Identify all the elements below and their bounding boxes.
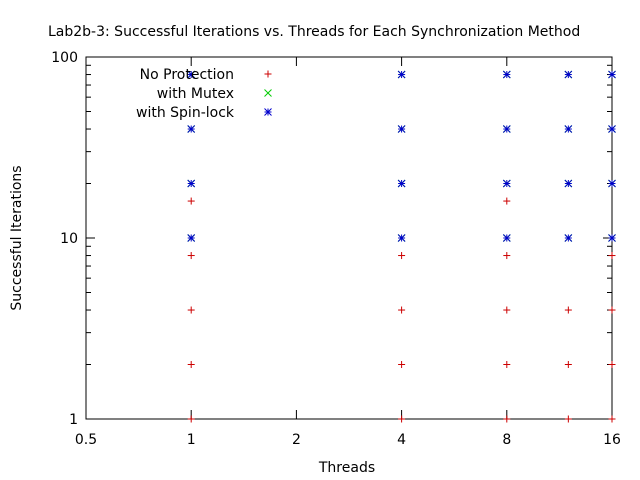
- legend-label-no-protection: No Protection: [140, 67, 234, 83]
- legend-marker-with-spin-lock: [264, 108, 272, 116]
- point-with-spin-lock: [502, 234, 511, 242]
- point-with-spin-lock: [608, 125, 616, 133]
- point-with-spin-lock: [187, 70, 196, 79]
- x-tick-label: 2: [292, 432, 301, 448]
- legend-marker-with-mutex: [264, 89, 272, 97]
- point-with-spin-lock: [502, 179, 511, 188]
- x-tick-label: 0.5: [75, 432, 97, 448]
- point-no-protection: [608, 361, 616, 369]
- x-axis-title: Threads: [318, 460, 375, 476]
- point-no-protection: [503, 415, 511, 423]
- point-with-spin-lock: [502, 70, 511, 79]
- series-with-spin-lock: [187, 70, 616, 242]
- point-with-spin-lock: [564, 234, 573, 242]
- data-points: [187, 70, 616, 423]
- y-tick-label: 1: [69, 412, 78, 428]
- axis-tick-labels: 0.5 1 2 4 8 16 1 10 100: [51, 50, 621, 448]
- point-with-spin-lock: [502, 125, 511, 133]
- series-with-mutex: [187, 70, 616, 242]
- point-no-protection: [564, 415, 572, 423]
- point-with-spin-lock: [187, 179, 196, 188]
- point-no-protection: [398, 252, 406, 260]
- point-no-protection: [503, 306, 511, 314]
- point-with-spin-lock: [608, 70, 616, 79]
- point-no-protection: [564, 361, 572, 369]
- point-no-protection: [503, 361, 511, 369]
- legend-label-with-spin-lock: with Spin-lock: [136, 105, 235, 121]
- point-no-protection: [398, 415, 406, 423]
- point-no-protection: [398, 306, 406, 314]
- chart-title: Lab2b-3: Successful Iterations vs. Threa…: [48, 24, 580, 40]
- point-with-spin-lock: [397, 234, 406, 242]
- point-no-protection: [187, 415, 195, 423]
- point-no-protection: [608, 306, 616, 314]
- point-no-protection: [564, 306, 572, 314]
- x-tick-label: 16: [603, 432, 621, 448]
- point-no-protection: [187, 306, 195, 314]
- legend-marker-no-protection: [264, 70, 272, 78]
- x-tick-label: 4: [397, 432, 406, 448]
- point-no-protection: [187, 361, 195, 369]
- point-with-spin-lock: [608, 234, 616, 242]
- point-no-protection: [608, 415, 616, 423]
- x-tick-label: 1: [187, 432, 196, 448]
- y-axis-title: Successful Iterations: [9, 165, 25, 310]
- point-no-protection: [187, 197, 195, 205]
- point-no-protection: [608, 252, 616, 260]
- point-with-spin-lock: [397, 70, 406, 79]
- series-no-protection: [187, 197, 616, 423]
- legend: No Protection with Mutex with Spin-lock: [136, 67, 272, 121]
- point-with-spin-lock: [608, 179, 616, 188]
- point-with-spin-lock: [564, 179, 573, 188]
- point-with-spin-lock: [564, 125, 573, 133]
- axis-ticks: [85, 56, 613, 420]
- point-no-protection: [398, 361, 406, 369]
- legend-label-with-mutex: with Mutex: [157, 86, 234, 102]
- point-with-spin-lock: [397, 179, 406, 188]
- point-with-spin-lock: [187, 125, 196, 133]
- point-with-spin-lock: [564, 70, 573, 79]
- y-tick-label: 100: [51, 50, 78, 66]
- point-no-protection: [503, 252, 511, 260]
- point-no-protection: [503, 197, 511, 205]
- x-tick-label: 8: [502, 432, 511, 448]
- y-tick-label: 10: [60, 231, 78, 247]
- point-with-spin-lock: [397, 125, 406, 133]
- point-with-spin-lock: [187, 234, 196, 242]
- point-no-protection: [187, 252, 195, 260]
